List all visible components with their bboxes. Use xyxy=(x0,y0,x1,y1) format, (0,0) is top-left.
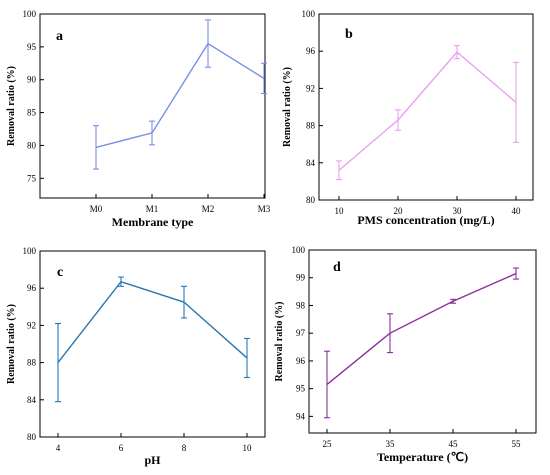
error-bar xyxy=(513,61,519,143)
error-bar xyxy=(118,276,124,287)
y-tick-label: 80 xyxy=(306,195,316,205)
y-tick-label: 80 xyxy=(27,140,37,150)
error-bar xyxy=(181,285,187,319)
x-tick-label: M2 xyxy=(202,204,215,214)
y-tick-label: 95 xyxy=(27,42,37,52)
y-tick-label: 97 xyxy=(296,328,306,338)
x-tick-label: 20 xyxy=(394,206,404,216)
y-axis-title: Removal ratio (%) xyxy=(6,66,17,146)
series-line xyxy=(57,280,248,364)
chart-panel-c: 80 84 88 92 96 100 4 6 8 10 c pH Removal ratio (%) xyxy=(6,246,266,467)
y-tick-label: 100 xyxy=(292,245,306,255)
y-tick-label: 100 xyxy=(302,9,316,19)
y-tick-label: 92 xyxy=(27,320,36,330)
error-bar xyxy=(244,337,250,379)
x-axis-title: Temperature (℃) xyxy=(377,450,468,464)
chart-panel-d: 94 95 96 97 98 99 100 25 35 45 55 d Temperature (℃) R… xyxy=(274,245,537,464)
x-axis-title: Membrane type xyxy=(112,215,194,229)
y-tick-label: 88 xyxy=(306,121,316,131)
error-bar xyxy=(149,120,155,146)
error-bar xyxy=(55,322,61,403)
plot-frame xyxy=(39,13,266,199)
y-tick-label: 94 xyxy=(296,411,306,421)
y-tick-label: 100 xyxy=(23,246,37,256)
error-bar xyxy=(395,109,401,131)
plot-frame xyxy=(308,249,537,434)
y-tick-label: 99 xyxy=(296,273,306,283)
error-bar xyxy=(513,267,519,280)
error-bar xyxy=(387,313,393,354)
x-tick-label: 10 xyxy=(243,443,253,453)
x-axis-title: PMS concentration (mg/L) xyxy=(357,213,494,227)
y-tick-label: 84 xyxy=(27,395,37,405)
error-bar xyxy=(336,160,342,181)
chart-panel-b: 80 84 88 92 96 100 10 20 30 40 b PMS concentration … xyxy=(282,9,534,227)
x-tick-label: 4 xyxy=(56,443,61,453)
error-bar xyxy=(93,125,99,170)
y-tick-label: 85 xyxy=(27,108,37,118)
series-line xyxy=(326,272,517,386)
panel-letter: b xyxy=(345,27,353,42)
x-tick-label: 35 xyxy=(386,439,396,449)
x-axis-title: pH xyxy=(144,453,161,467)
y-tick-label: 88 xyxy=(27,358,37,368)
y-tick-label: 96 xyxy=(27,283,37,293)
x-tick-label: 6 xyxy=(119,443,124,453)
series-line xyxy=(95,42,265,149)
plot-frame xyxy=(39,250,266,438)
panel-letter: d xyxy=(333,260,341,275)
x-tick-label: 40 xyxy=(512,206,522,216)
y-axis-title: Removal ratio (%) xyxy=(6,304,17,384)
y-tick-label: 96 xyxy=(296,356,306,366)
x-tick-label: M3 xyxy=(258,204,271,214)
error-bar xyxy=(205,19,211,68)
error-bar xyxy=(450,298,456,304)
x-tick-label: M0 xyxy=(90,204,103,214)
y-tick-label: 92 xyxy=(306,83,315,93)
x-tick-label: 10 xyxy=(335,206,345,216)
error-bar xyxy=(261,62,267,95)
y-axis-title: Removal ratio (%) xyxy=(282,67,293,147)
x-tick-label: 55 xyxy=(512,439,522,449)
x-tick-label: 25 xyxy=(323,439,333,449)
error-bar xyxy=(324,350,330,419)
y-tick-label: 75 xyxy=(27,173,37,183)
y-tick-label: 95 xyxy=(296,384,306,394)
error-bar xyxy=(454,45,460,60)
panel-letter: c xyxy=(57,265,63,280)
y-tick-label: 98 xyxy=(296,300,306,310)
y-axis-title: Removal ratio (%) xyxy=(274,302,285,382)
chart-panel-a: 75 80 85 90 95 100 M0 M1 M2 M3 a Membrane type Remov… xyxy=(6,9,271,229)
plot-frame xyxy=(318,13,534,201)
x-tick-label: 8 xyxy=(182,443,187,453)
y-tick-label: 84 xyxy=(306,158,316,168)
panel-letter: a xyxy=(56,29,63,44)
y-tick-label: 80 xyxy=(27,432,37,442)
series-line xyxy=(338,51,517,171)
x-tick-label: 45 xyxy=(449,439,459,449)
x-tick-label: 30 xyxy=(453,206,463,216)
x-tick-label: M1 xyxy=(146,204,159,214)
y-tick-label: 96 xyxy=(306,46,316,56)
y-tick-label: 90 xyxy=(27,75,37,85)
y-tick-label: 100 xyxy=(23,9,37,19)
